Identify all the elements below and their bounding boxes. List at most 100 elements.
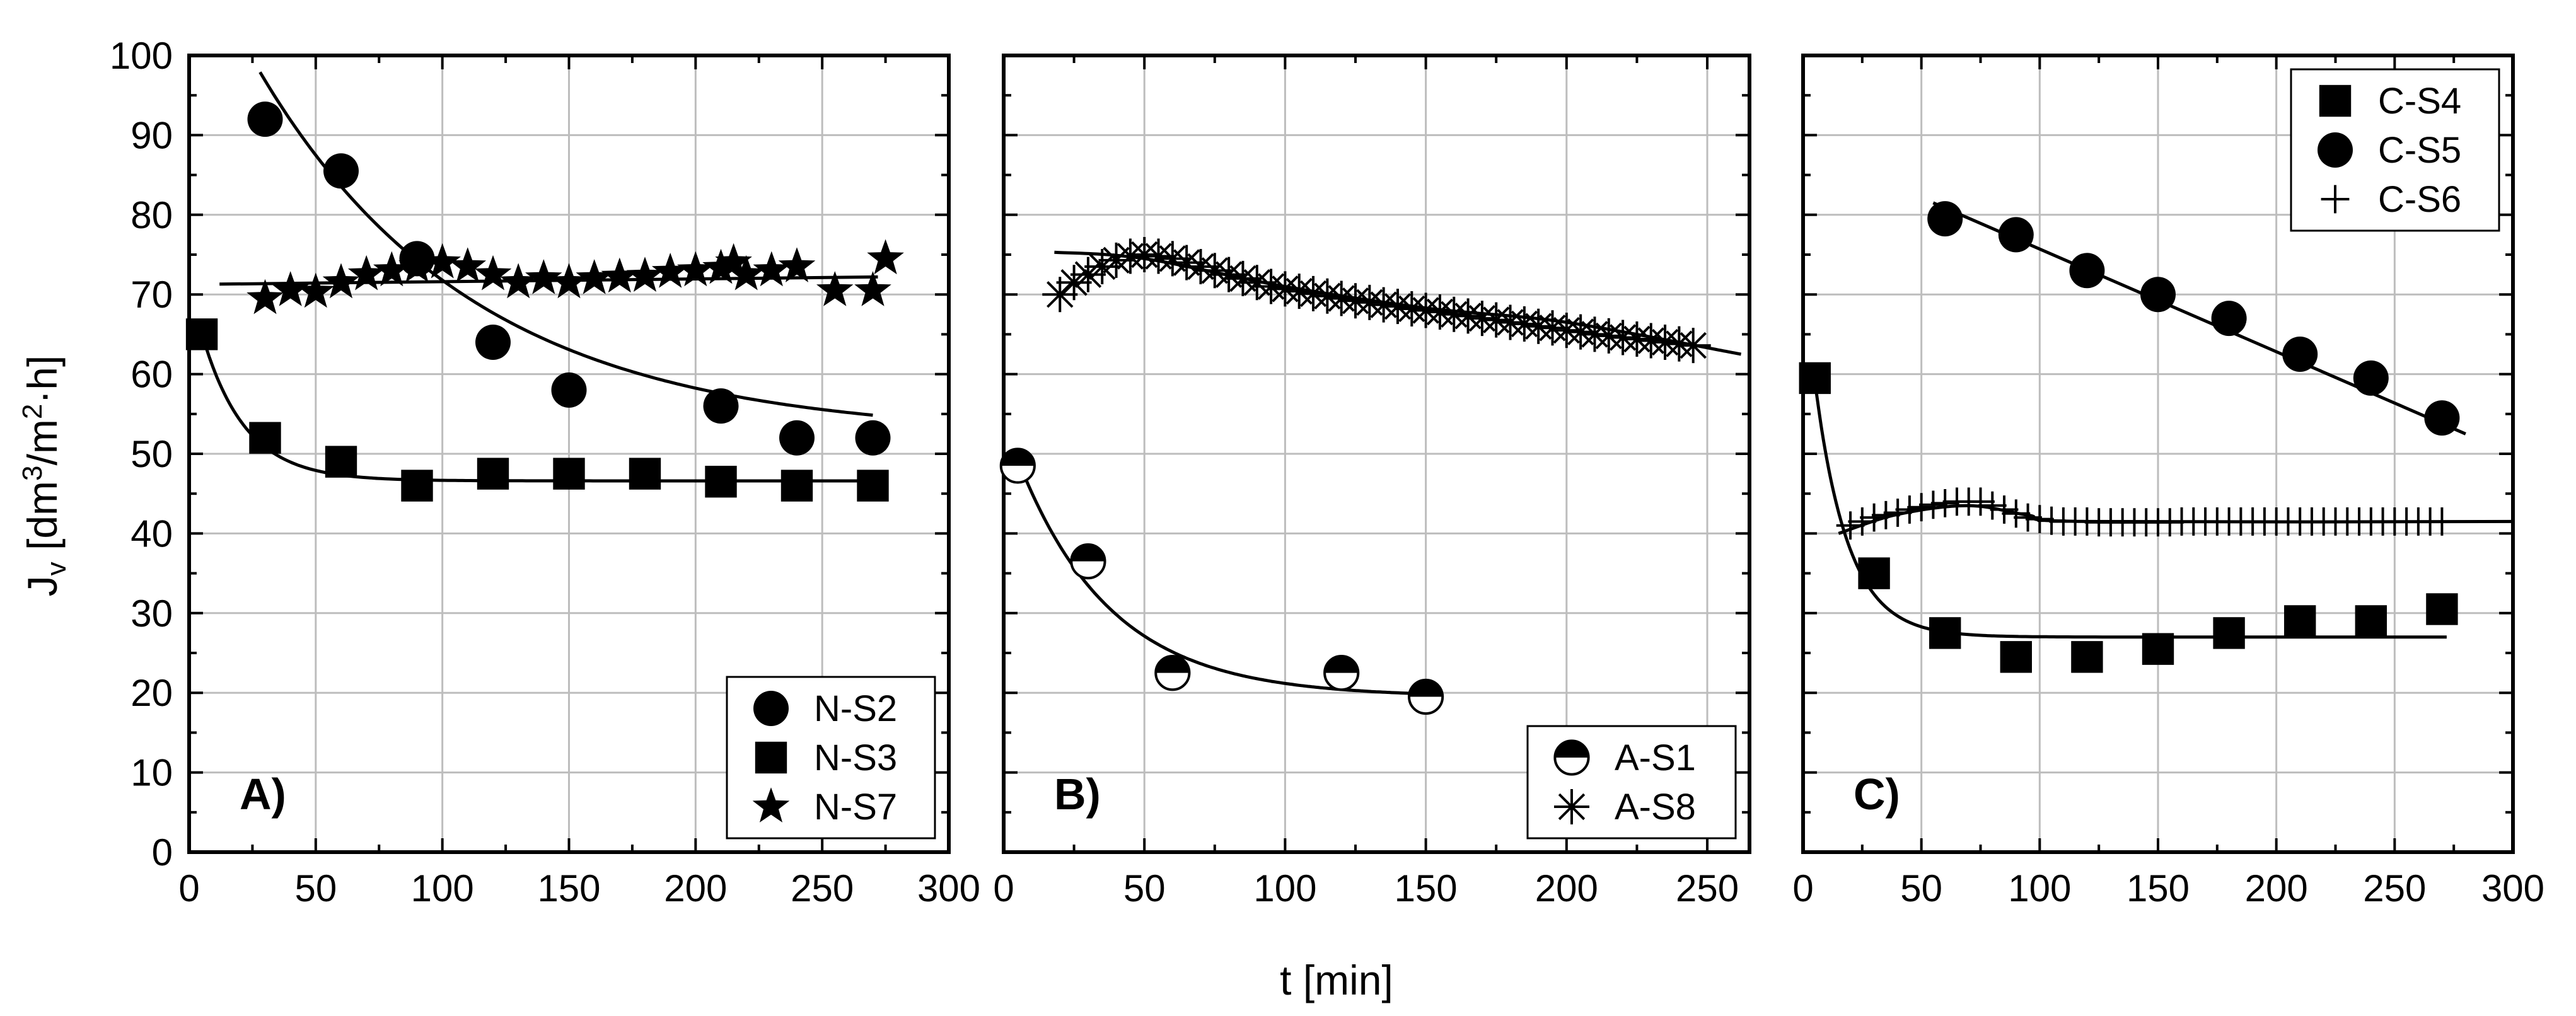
- x-tick-label: 150: [2126, 867, 2190, 909]
- legend-marker: [755, 741, 787, 774]
- data-point: [247, 101, 283, 137]
- data-point: [2213, 617, 2245, 649]
- legend-box: [1526, 725, 1737, 840]
- panel-3: 0 50 100 150 200 250 300 C-S4 C-S5 C-S6 C): [1792, 54, 2544, 909]
- data-point: [1998, 217, 2034, 253]
- legend-label: N-S7: [814, 787, 897, 828]
- x-tick-label: 150: [537, 867, 600, 909]
- series-c-s4: [1799, 362, 2458, 673]
- legend-label: C-S5: [2378, 130, 2461, 171]
- data-point: [728, 255, 765, 291]
- data-point: [855, 420, 891, 456]
- x-tick-label: 100: [2008, 867, 2071, 909]
- data-point: [1990, 495, 2019, 524]
- data-point: [1907, 493, 1936, 522]
- data-point: [779, 420, 815, 456]
- data-point: [1056, 265, 1092, 301]
- x-tick-label: 100: [411, 867, 474, 909]
- data-point: [1675, 328, 1711, 364]
- panel-label: C): [1854, 770, 1900, 819]
- series-a-s8: [1042, 237, 1711, 364]
- legend-label: C-S6: [2378, 179, 2461, 220]
- plot-frame: [1002, 54, 1751, 854]
- panel-2: 0 50 100 150 200 250 A-S1 A-S8 B): [993, 54, 1751, 909]
- data-point: [705, 466, 737, 498]
- x-tick-label: 150: [1395, 867, 1458, 909]
- y-tick-label: 70: [131, 274, 173, 316]
- data-point: [1927, 201, 1963, 237]
- data-point: [626, 257, 664, 292]
- data-point: [2355, 605, 2387, 637]
- fit-curve-c-s4: [1813, 381, 2447, 639]
- data-point: [322, 263, 360, 299]
- data-point: [1323, 655, 1360, 691]
- series-c-s5: [1927, 201, 2460, 436]
- data-point: [2426, 593, 2458, 625]
- panel-1: 0 10 20 30 40 50 60 70 80 90 100 0 50 100 150 200 250 300…: [110, 35, 980, 909]
- data-point: [1408, 678, 1444, 715]
- x-tick-label: 0: [993, 867, 1014, 909]
- data-point: [778, 247, 816, 282]
- series-a-s1: [999, 447, 1444, 715]
- data-point: [1895, 495, 1924, 524]
- data-point: [1848, 507, 1877, 536]
- legend-marker: [752, 787, 790, 823]
- data-point: [1239, 265, 1275, 301]
- y-tick-label: 60: [131, 354, 173, 396]
- data-point: [780, 470, 813, 502]
- data-point: [2071, 641, 2103, 673]
- legend: N-S2 N-S3 N-S7: [726, 676, 936, 840]
- series-n-s3: [185, 318, 889, 502]
- data-point: [1871, 500, 1900, 529]
- y-tick-label: 90: [131, 114, 173, 156]
- x-tick-label: 250: [1676, 867, 1739, 909]
- data-point: [601, 257, 639, 293]
- data-point: [2014, 503, 2042, 532]
- data-point: [1799, 362, 1831, 395]
- data-point: [272, 271, 309, 306]
- x-tick-label: 50: [1123, 867, 1166, 909]
- data-point: [2140, 277, 2176, 313]
- data-point: [2282, 337, 2318, 372]
- data-point: [677, 251, 714, 287]
- data-point: [475, 325, 511, 361]
- data-point: [1858, 557, 1890, 589]
- data-point: [1154, 241, 1190, 277]
- data-point: [1197, 253, 1233, 289]
- data-point: [1633, 323, 1669, 359]
- data-point: [347, 255, 385, 291]
- legend-label: N-S3: [814, 737, 897, 778]
- legend-label: C-S4: [2378, 81, 2461, 122]
- data-point: [2428, 507, 2456, 536]
- data-point: [2069, 253, 2105, 289]
- x-tick-label: 200: [2245, 867, 2308, 909]
- legend-marker: [1554, 789, 1589, 824]
- plot-frame: [1801, 54, 2515, 854]
- data-point: [753, 251, 791, 287]
- data-point: [1506, 306, 1542, 342]
- data-point: [1929, 617, 1961, 649]
- data-point: [2000, 641, 2032, 673]
- legend-label: A-S8: [1615, 787, 1696, 828]
- y-tick-label: 30: [131, 592, 173, 635]
- x-tick-label: 50: [294, 867, 337, 909]
- data-point: [424, 243, 461, 279]
- data-point: [2142, 633, 2174, 665]
- x-tick-label: 0: [178, 867, 199, 909]
- data-point: [999, 447, 1036, 484]
- fit-curve-n-s3: [200, 333, 873, 483]
- y-axis-title: Jv [dm3/m2·h]: [17, 355, 72, 597]
- data-point: [1919, 490, 1947, 519]
- data-point: [1836, 511, 1865, 540]
- legend: A-S1 A-S8: [1526, 725, 1737, 840]
- data-point: [551, 372, 587, 408]
- y-tick-label: 20: [131, 672, 173, 714]
- series-n-s7: [247, 239, 904, 315]
- panels: 0 10 20 30 40 50 60 70 80 90 100 0 50 100 150 200 250 300…: [110, 35, 2544, 909]
- legend-label: N-S2: [814, 688, 897, 729]
- data-point: [247, 279, 284, 315]
- data-point: [1154, 655, 1191, 691]
- fit-curve-c-s6: [1838, 504, 2514, 535]
- data-point: [1860, 503, 1888, 532]
- legend-marker: [2319, 84, 2352, 117]
